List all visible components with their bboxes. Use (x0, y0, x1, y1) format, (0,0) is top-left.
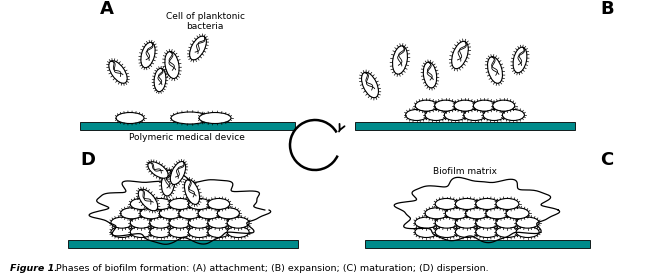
Ellipse shape (415, 217, 438, 228)
Ellipse shape (154, 68, 166, 92)
Ellipse shape (445, 208, 468, 219)
Ellipse shape (476, 227, 499, 237)
Ellipse shape (111, 217, 133, 228)
Ellipse shape (178, 208, 201, 219)
Ellipse shape (423, 62, 437, 88)
Bar (355, 122, 575, 130)
Text: Polymeric medical device: Polymeric medical device (129, 133, 245, 142)
Ellipse shape (456, 217, 478, 228)
Text: Figure 1.: Figure 1. (10, 264, 58, 273)
Ellipse shape (452, 41, 468, 69)
Bar (365, 240, 590, 248)
Ellipse shape (120, 208, 143, 219)
Ellipse shape (473, 100, 495, 111)
Ellipse shape (493, 100, 515, 111)
Ellipse shape (488, 57, 503, 83)
Ellipse shape (435, 100, 456, 111)
Ellipse shape (425, 208, 448, 219)
Ellipse shape (465, 208, 488, 219)
Ellipse shape (496, 217, 519, 228)
Ellipse shape (161, 170, 174, 196)
Ellipse shape (425, 109, 447, 120)
Text: Cell of planktonic
bacteria: Cell of planktonic bacteria (165, 12, 245, 31)
Text: B: B (600, 0, 614, 18)
Ellipse shape (130, 217, 152, 228)
Ellipse shape (464, 109, 486, 120)
Ellipse shape (169, 198, 191, 209)
Ellipse shape (189, 36, 206, 60)
Ellipse shape (188, 198, 210, 209)
Ellipse shape (138, 189, 158, 211)
Ellipse shape (454, 100, 476, 111)
Ellipse shape (415, 227, 438, 237)
Text: Phases of biofilm formation: (A) attachment; (B) expansion; (C) maturation; (D) : Phases of biofilm formation: (A) attachm… (53, 264, 489, 273)
Ellipse shape (208, 217, 230, 228)
Ellipse shape (150, 198, 172, 209)
Ellipse shape (503, 109, 525, 120)
Ellipse shape (150, 227, 172, 237)
Ellipse shape (171, 161, 186, 184)
Ellipse shape (486, 208, 508, 219)
Ellipse shape (496, 227, 519, 237)
Ellipse shape (165, 52, 179, 78)
Text: D: D (80, 151, 95, 169)
Ellipse shape (415, 100, 437, 111)
Ellipse shape (150, 217, 172, 228)
Ellipse shape (141, 42, 155, 68)
Ellipse shape (227, 217, 249, 228)
Ellipse shape (171, 112, 209, 124)
Ellipse shape (435, 227, 458, 237)
Ellipse shape (188, 217, 210, 228)
Ellipse shape (476, 198, 499, 209)
Ellipse shape (456, 198, 478, 209)
Ellipse shape (506, 208, 529, 219)
Ellipse shape (516, 227, 539, 237)
Ellipse shape (198, 208, 220, 219)
Ellipse shape (130, 227, 152, 237)
Text: Biofilm matrix: Biofilm matrix (433, 167, 497, 176)
Ellipse shape (516, 217, 539, 228)
Text: A: A (100, 0, 114, 18)
Text: C: C (600, 151, 613, 169)
Ellipse shape (483, 109, 505, 120)
Ellipse shape (435, 217, 458, 228)
Ellipse shape (445, 109, 466, 120)
Ellipse shape (406, 109, 428, 120)
Bar (68, 240, 298, 248)
Ellipse shape (456, 227, 478, 237)
Ellipse shape (476, 217, 499, 228)
Ellipse shape (109, 61, 127, 83)
Ellipse shape (208, 198, 230, 209)
Ellipse shape (513, 47, 527, 73)
Ellipse shape (148, 162, 168, 178)
Ellipse shape (199, 112, 231, 124)
Bar (80, 122, 295, 130)
Ellipse shape (184, 179, 200, 204)
Ellipse shape (111, 227, 133, 237)
Ellipse shape (393, 46, 408, 74)
Ellipse shape (435, 198, 458, 209)
Ellipse shape (361, 72, 378, 98)
Ellipse shape (130, 198, 152, 209)
Ellipse shape (188, 227, 210, 237)
Ellipse shape (208, 227, 230, 237)
Ellipse shape (159, 208, 182, 219)
Ellipse shape (116, 112, 144, 124)
Ellipse shape (169, 227, 191, 237)
Ellipse shape (169, 217, 191, 228)
Ellipse shape (140, 208, 162, 219)
Ellipse shape (217, 208, 240, 219)
Ellipse shape (227, 227, 249, 237)
Ellipse shape (496, 198, 519, 209)
